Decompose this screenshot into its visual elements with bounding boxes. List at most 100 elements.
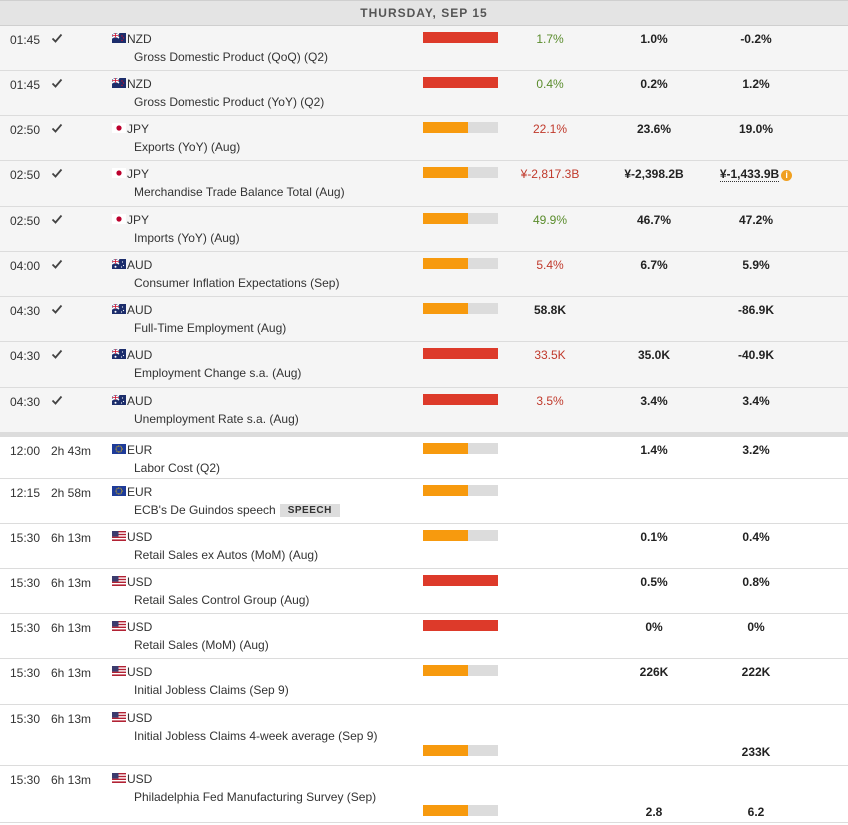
event-row[interactable]: 04:00 AUD Consumer Inflation Expectations … xyxy=(0,252,848,297)
event-name[interactable]: Labor Cost (Q2) xyxy=(134,461,220,475)
previous-value-text: 0% xyxy=(747,620,765,634)
event-currency: AUD xyxy=(127,258,153,272)
event-row[interactable]: 15:30 6h 13m USD Philadelphia Fed Manufactu… xyxy=(0,766,848,823)
previous-value: 19.0% xyxy=(716,122,796,136)
event-row[interactable]: 15:30 6h 13m USD Retail Sales (MoM) (Aug) 0%… xyxy=(0,614,848,659)
actual-value: 3.5% xyxy=(536,394,564,408)
event-name-text[interactable]: Gross Domestic Product (QoQ) (Q2) xyxy=(134,50,329,64)
checkmark-icon xyxy=(51,167,63,179)
australia-flag-icon xyxy=(111,303,126,314)
event-time: 01:45 xyxy=(10,78,41,92)
event-name-text[interactable]: Exports (YoY) (Aug) xyxy=(134,140,241,154)
event-name[interactable]: Employment Change s.a. (Aug) xyxy=(134,366,301,380)
event-name-text[interactable]: Imports (YoY) (Aug) xyxy=(134,231,240,245)
event-name[interactable]: Gross Domestic Product (QoQ) (Q2) xyxy=(134,50,328,64)
event-name[interactable]: Initial Jobless Claims 4-week average (S… xyxy=(134,729,377,743)
checkmark-icon xyxy=(51,348,63,360)
united-states-flag-icon xyxy=(112,711,126,722)
checkmark-icon xyxy=(51,122,63,134)
event-name[interactable]: Consumer Inflation Expectations (Sep) xyxy=(134,276,339,290)
info-icon[interactable]: i xyxy=(781,170,793,181)
event-row[interactable]: 04:30 AUD Unemployment Rate s.a. (Aug) 3.5%… xyxy=(0,388,848,433)
event-row[interactable]: 15:30 6h 13m USD Initial Jobless Claims 4-w… xyxy=(0,705,848,766)
previous-value: 5.9% xyxy=(716,258,796,272)
impact-bar xyxy=(423,32,498,43)
new-zealand-flag-icon xyxy=(111,32,126,43)
event-row[interactable]: 02:50 JPY Imports (YoY) (Aug) 49.9% 46.7% 47.… xyxy=(0,207,848,252)
impact-bar-fill xyxy=(423,348,498,359)
event-name-text[interactable]: Initial Jobless Claims 4-week average (S… xyxy=(134,729,378,743)
event-name[interactable]: Retail Sales (MoM) (Aug) xyxy=(134,638,269,652)
event-row[interactable]: 04:30 AUD Full-Time Employment (Aug) 58.8K -… xyxy=(0,297,848,342)
event-currency: USD xyxy=(127,620,153,634)
event-name[interactable]: Imports (YoY) (Aug) xyxy=(134,231,240,245)
event-row[interactable]: 04:30 AUD Employment Change s.a. (Aug) 33.5… xyxy=(0,342,848,388)
actual-value: 33.5K xyxy=(534,348,566,362)
event-currency: AUD xyxy=(127,303,153,317)
event-name[interactable]: Full-Time Employment (Aug) xyxy=(134,321,286,335)
previous-value-text: 3.2% xyxy=(742,443,770,457)
impact-bar-fill xyxy=(423,443,468,454)
checkmark-icon xyxy=(51,32,63,44)
impact-bar xyxy=(423,665,498,676)
event-name[interactable]: Unemployment Rate s.a. (Aug) xyxy=(134,412,299,426)
checkmark-icon xyxy=(51,394,63,406)
event-time: 01:45 xyxy=(10,33,41,47)
consensus-value: 2.8 xyxy=(645,805,663,819)
event-name[interactable]: Gross Domestic Product (YoY) (Q2) xyxy=(134,95,324,109)
actual-value: 49.9% xyxy=(532,213,568,227)
impact-bar xyxy=(423,805,498,816)
previous-value: 3.4% xyxy=(716,394,796,408)
event-name-text[interactable]: Full-Time Employment (Aug) xyxy=(134,321,287,335)
checkmark-icon xyxy=(51,258,63,270)
consensus-value: 23.6% xyxy=(636,122,672,136)
impact-bar xyxy=(423,122,498,133)
event-row[interactable]: 15:30 6h 13m USD Retail Sales ex Autos (MoM… xyxy=(0,524,848,569)
event-name-text[interactable]: Retail Sales Control Group (Aug) xyxy=(134,593,310,607)
event-name[interactable]: Merchandise Trade Balance Total (Aug) xyxy=(134,185,345,199)
european-union-flag-icon xyxy=(112,443,126,454)
event-name-text[interactable]: Merchandise Trade Balance Total (Aug) xyxy=(134,185,345,199)
speech-badge: SPEECH xyxy=(279,504,340,517)
japan-flag-icon xyxy=(112,213,126,224)
event-row[interactable]: 01:45 NZD Gross Domestic Product (QoQ) (Q2… xyxy=(0,26,848,71)
event-name-text[interactable]: Retail Sales ex Autos (MoM) (Aug) xyxy=(134,548,319,562)
event-name-text[interactable]: Consumer Inflation Expectations (Sep) xyxy=(134,276,340,290)
impact-bar-fill xyxy=(423,213,468,224)
impact-bar-fill xyxy=(423,530,468,541)
event-name-text[interactable]: Employment Change s.a. (Aug) xyxy=(134,366,302,380)
event-name[interactable]: Initial Jobless Claims (Sep 9) xyxy=(134,683,289,697)
actual-value: ¥-2,817.3B xyxy=(520,167,580,181)
event-row[interactable]: 12:15 2h 58m EUR ECB's De Guindos speech SPE… xyxy=(0,479,848,524)
event-row[interactable]: 12:00 2h 43m EUR Labor Cost (Q2) 1.4% 3.2% xyxy=(0,433,848,479)
event-name[interactable]: Retail Sales Control Group (Aug) xyxy=(134,593,309,607)
checkmark-icon xyxy=(51,213,63,225)
previous-value-text: 3.4% xyxy=(742,394,770,408)
event-time: 04:00 xyxy=(10,259,41,273)
event-name-text[interactable]: Retail Sales (MoM) (Aug) xyxy=(134,638,269,652)
event-name-text[interactable]: ECB's De Guindos speech xyxy=(134,503,276,517)
event-name-text[interactable]: Initial Jobless Claims (Sep 9) xyxy=(134,683,289,697)
event-row[interactable]: 02:50 JPY Exports (YoY) (Aug) 22.1% 23.6% 19.… xyxy=(0,116,848,161)
event-name-text[interactable]: Philadelphia Fed Manufacturing Survey (S… xyxy=(134,790,377,804)
event-currency: JPY xyxy=(127,167,150,181)
event-row[interactable]: 01:45 NZD Gross Domestic Product (YoY) (Q2… xyxy=(0,71,848,116)
event-name-text[interactable]: Gross Domestic Product (YoY) (Q2) xyxy=(134,95,325,109)
event-row[interactable]: 15:30 6h 13m USD Retail Sales Control Group… xyxy=(0,569,848,614)
impact-bar-fill xyxy=(423,258,468,269)
previous-value-text: 0.8% xyxy=(742,575,770,589)
event-name-text[interactable]: Labor Cost (Q2) xyxy=(134,461,221,475)
event-name-text[interactable]: Unemployment Rate s.a. (Aug) xyxy=(134,412,299,426)
event-name[interactable]: Exports (YoY) (Aug) xyxy=(134,140,240,154)
event-name[interactable]: ECB's De Guindos speech SPEECH xyxy=(134,503,340,517)
event-currency: EUR xyxy=(127,485,153,499)
event-row[interactable]: 15:30 6h 13m USD Initial Jobless Claims (Se… xyxy=(0,659,848,705)
event-time: 02:50 xyxy=(10,123,41,137)
event-name[interactable]: Retail Sales ex Autos (MoM) (Aug) xyxy=(134,548,318,562)
australia-flag-icon xyxy=(111,348,126,359)
united-states-flag-icon xyxy=(112,665,126,676)
event-row[interactable]: 02:50 JPY Merchandise Trade Balance Total … xyxy=(0,161,848,207)
impact-bar xyxy=(423,620,498,631)
impact-bar-fill xyxy=(423,303,468,314)
event-name[interactable]: Philadelphia Fed Manufacturing Survey (S… xyxy=(134,790,376,804)
